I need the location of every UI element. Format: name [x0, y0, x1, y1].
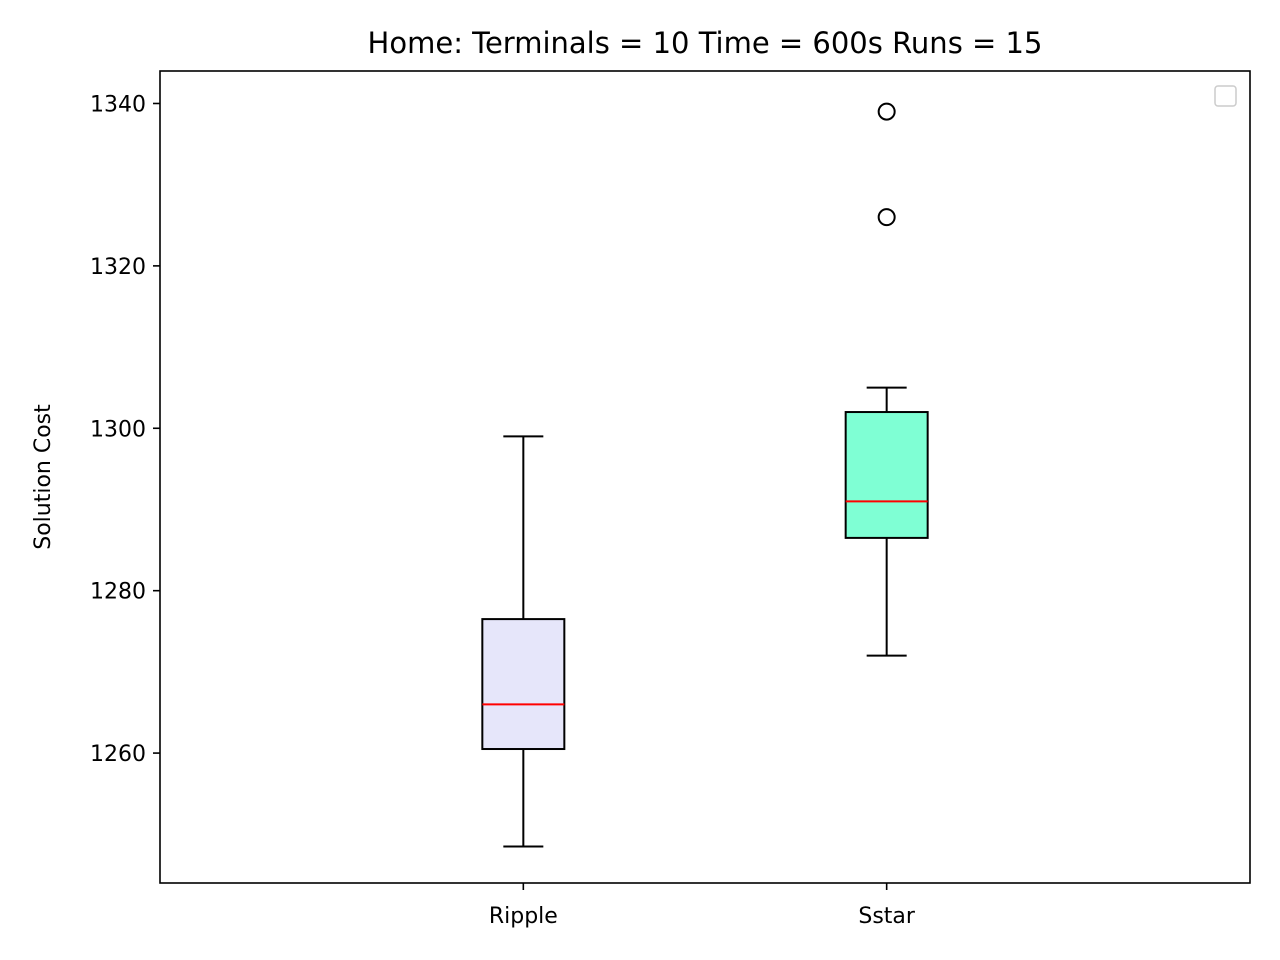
y-tick-label: 1340 [90, 92, 146, 117]
y-axis-label: Solution Cost [31, 404, 56, 550]
plot-area-frame [159, 70, 1251, 884]
box-ripple [481, 435, 566, 848]
legend-box [1214, 85, 1237, 107]
iqr-box [844, 411, 929, 539]
y-tick-label: 1320 [90, 255, 146, 280]
outlier-point [877, 102, 896, 121]
y-tick-label: 1280 [90, 580, 146, 605]
y-tick-label: 1260 [90, 742, 146, 767]
box-series [481, 102, 929, 848]
x-tick-label: Ripple [489, 904, 558, 929]
outlier-point [877, 208, 896, 227]
x-tick-label: Sstar [858, 904, 916, 929]
y-tick-label: 1300 [90, 417, 146, 442]
y-axis-ticks: 1260 1280 1300 1320 1340 [90, 92, 160, 767]
box-sstar [844, 102, 929, 657]
iqr-box [481, 618, 566, 751]
chart-title: Home: Terminals = 10 Time = 600s Runs = … [368, 26, 1043, 60]
x-axis-ticks: Ripple Sstar [489, 883, 916, 929]
